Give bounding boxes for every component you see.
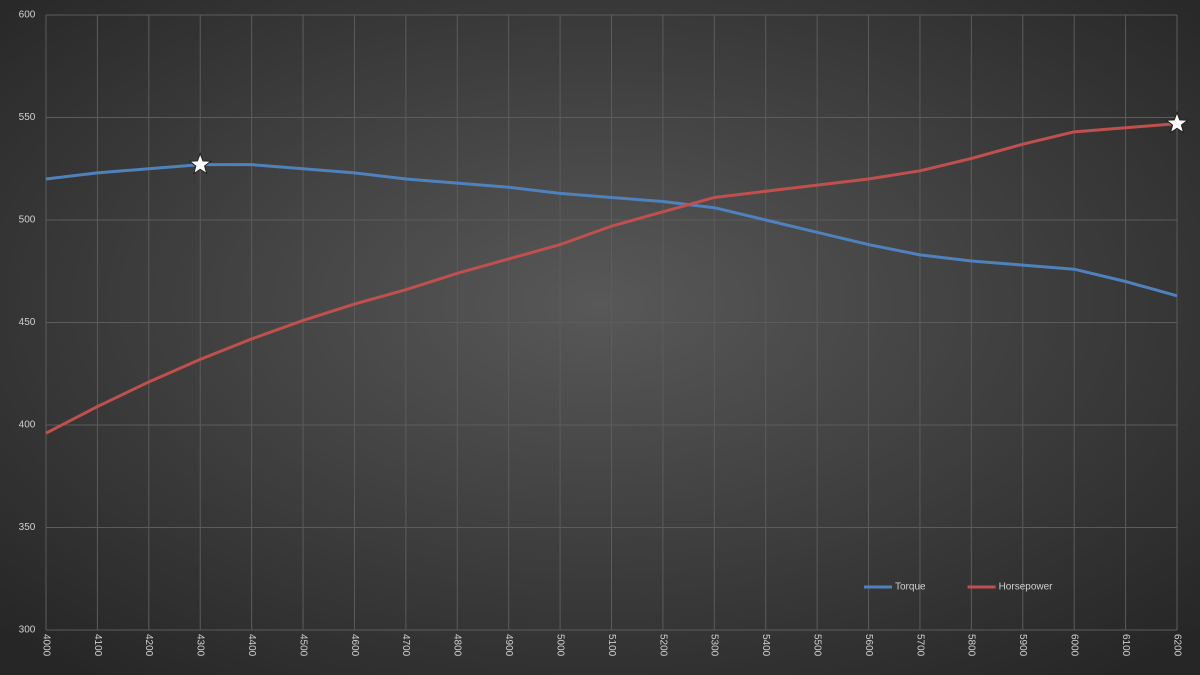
x-tick-label: 5700 xyxy=(914,634,925,657)
x-tick-label: 4700 xyxy=(400,634,411,657)
y-tick-label: 300 xyxy=(19,625,36,636)
x-tick-label: 6100 xyxy=(1120,634,1131,657)
x-tick-label: 4400 xyxy=(246,634,257,657)
y-tick-label: 450 xyxy=(19,317,36,328)
y-tick-label: 350 xyxy=(19,522,36,533)
x-tick-label: 4900 xyxy=(503,634,514,657)
legend-label: Horsepower xyxy=(999,582,1054,593)
x-tick-label: 5900 xyxy=(1017,634,1028,657)
x-tick-label: 5000 xyxy=(554,634,565,657)
x-tick-label: 4300 xyxy=(195,634,206,657)
legend: Torque Horsepower xyxy=(864,582,1053,593)
plot xyxy=(45,111,1189,435)
x-tick-label: 5500 xyxy=(811,634,822,657)
y-tick-label: 600 xyxy=(19,10,36,21)
y-tick-label: 400 xyxy=(19,420,36,431)
series-line xyxy=(45,122,1178,435)
x-tick-label: 5800 xyxy=(966,634,977,657)
x-tick-label: 6000 xyxy=(1069,634,1080,657)
legend-label: Torque xyxy=(895,582,926,593)
x-tick-label: 5200 xyxy=(657,634,668,657)
x-tick-label: 4500 xyxy=(297,634,308,657)
series-line xyxy=(45,163,1178,298)
x-tick-label: 4600 xyxy=(349,634,360,657)
max-marker xyxy=(1165,111,1189,134)
x-tick-label: 6200 xyxy=(1171,634,1182,657)
x-tick-label: 5100 xyxy=(606,634,617,657)
x-tick-label: 5300 xyxy=(709,634,720,657)
x-tick-label: 5400 xyxy=(760,634,771,657)
x-tick-label: 4000 xyxy=(40,634,51,657)
max-marker xyxy=(188,152,213,175)
y-tick-label: 550 xyxy=(19,112,36,123)
y-tick-label: 500 xyxy=(19,215,36,226)
x-tick-label: 5600 xyxy=(863,634,874,657)
x-tick-label: 4800 xyxy=(452,634,463,657)
x-tick-label: 4100 xyxy=(92,634,103,657)
x-tick-label: 4200 xyxy=(143,634,154,657)
